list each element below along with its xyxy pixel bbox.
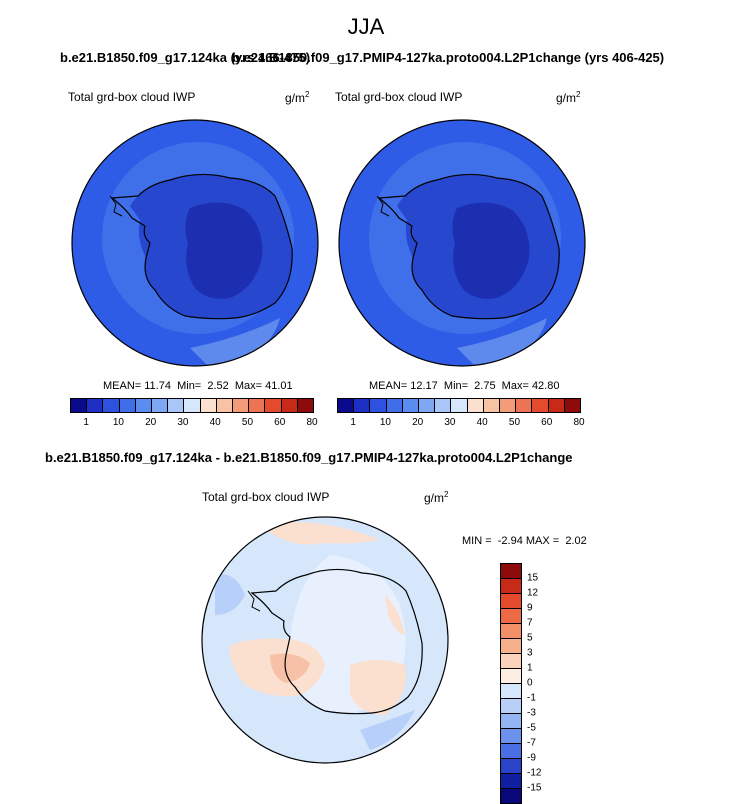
diff-colorbar-tick-label: 7	[527, 617, 533, 629]
colorbar-swatch	[402, 399, 420, 412]
colorbar-tick-label: 1	[83, 417, 89, 428]
top-title-left: b.e21.B1850.f09_g17.124ka (yrs 466-475)	[60, 50, 311, 65]
colorbar-swatch	[249, 399, 266, 412]
panel2-stats: MEAN= 12.17 Min= 2.75 Max= 42.80	[369, 380, 560, 392]
colorbar-swatch	[233, 399, 250, 412]
colorbar-swatch	[297, 399, 314, 412]
colorbar-swatch	[103, 399, 120, 412]
colorbar-swatch	[87, 399, 104, 412]
colorbar-swatch	[354, 399, 371, 412]
diff-map	[201, 516, 449, 764]
panel2-colorbar-labels: 1 10 20 30 40 50 60 80	[337, 417, 584, 431]
panel2-colorbar	[337, 398, 581, 413]
colorbar-swatch	[168, 399, 185, 412]
diff-colorbar-tick-label: 3	[527, 647, 533, 659]
colorbar-swatch	[119, 399, 136, 412]
colorbar-tick-label: 1	[350, 417, 356, 428]
diff-colorbar-tick-label: -5	[527, 722, 536, 734]
diff-colorbar-swatch	[501, 654, 521, 669]
colorbar-swatch	[516, 399, 533, 412]
panel1-colorbar	[70, 398, 314, 413]
colorbar-swatch	[338, 399, 355, 412]
diff-colorbar-labels: 15 12 9 7 5 3 1 0 -1 -3 -5 -7 -9 -12 -15	[527, 563, 557, 803]
diff-colorbar-swatch	[501, 609, 521, 624]
diff-colorbar-tick-label: -15	[527, 782, 542, 794]
diff-colorbar-swatch	[501, 669, 521, 684]
diff-colorbar-tick-label: 0	[527, 677, 533, 689]
diff-colorbar-swatch	[501, 579, 521, 594]
colorbar-swatch	[532, 399, 549, 412]
colorbar-swatch	[281, 399, 298, 412]
diff-colorbar-swatch	[501, 684, 521, 699]
diff-colorbar-swatch	[501, 594, 521, 609]
colorbar-swatch	[548, 399, 565, 412]
diff-colorbar-tick-label: 15	[527, 572, 539, 584]
colorbar-swatch	[386, 399, 403, 412]
panel2-units: g/m2	[556, 90, 581, 105]
panel1-label: Total grd-box cloud IWP	[68, 90, 196, 104]
colorbar-tick-label: 40	[209, 417, 221, 428]
diff-colorbar-swatch	[501, 774, 521, 789]
colorbar-tick-label: 60	[274, 417, 286, 428]
colorbar-tick-label: 10	[112, 417, 124, 428]
diff-colorbar-swatch	[501, 789, 521, 803]
colorbar-tick-label: 10	[379, 417, 391, 428]
panel2-map	[338, 119, 586, 367]
diff-title: b.e21.B1850.f09_g17.124ka - b.e21.B1850.…	[45, 450, 573, 465]
colorbar-swatch	[216, 399, 234, 412]
panel1-units: g/m2	[285, 90, 310, 105]
figure-title: JJA	[347, 14, 385, 39]
panel1-colorbar-labels: 1 10 20 30 40 50 60 80	[70, 417, 317, 431]
diff-colorbar-swatch	[501, 639, 521, 654]
colorbar-swatch	[184, 399, 201, 412]
diff-colorbar-swatch	[501, 714, 521, 729]
colorbar-tick-label: 50	[508, 417, 521, 428]
diff-colorbar-tick-label: 12	[527, 587, 539, 599]
colorbar-swatch	[483, 399, 501, 412]
colorbar-swatch	[370, 399, 387, 412]
colorbar-swatch	[265, 399, 282, 412]
colorbar-tick-label: 40	[476, 417, 488, 428]
diff-colorbar	[500, 563, 522, 804]
colorbar-tick-label: 20	[412, 417, 424, 428]
diff-colorbar-swatch	[501, 744, 521, 759]
panel2-label: Total grd-box cloud IWP	[335, 90, 463, 104]
diff-units: g/m2	[424, 490, 449, 505]
colorbar-tick-label: 80	[306, 417, 318, 428]
panel1-map	[71, 119, 319, 367]
colorbar-tick-label: 30	[444, 417, 456, 428]
diff-colorbar-swatch	[501, 729, 521, 744]
diff-label: Total grd-box cloud IWP	[202, 490, 330, 504]
panel1-stats: MEAN= 11.74 Min= 2.52 Max= 41.01	[103, 380, 293, 392]
diff-colorbar-tick-label: 1	[527, 662, 533, 674]
diff-colorbar-swatch	[501, 699, 521, 714]
colorbar-tick-label: 30	[177, 417, 189, 428]
colorbar-swatch	[200, 399, 217, 412]
colorbar-tick-label: 60	[541, 417, 553, 428]
colorbar-swatch	[467, 399, 484, 412]
colorbar-tick-label: 50	[241, 417, 254, 428]
diff-colorbar-tick-label: -12	[527, 767, 542, 779]
diff-colorbar-tick-label: -7	[527, 737, 536, 749]
diff-colorbar-swatch	[501, 624, 521, 639]
diff-stats: MIN = -2.94 MAX = 2.02	[462, 535, 587, 547]
diff-colorbar-tick-label: -9	[527, 752, 536, 764]
colorbar-swatch	[435, 399, 452, 412]
diff-colorbar-tick-label: -1	[527, 692, 536, 704]
colorbar-swatch	[564, 399, 581, 412]
colorbar-tick-label: 20	[145, 417, 157, 428]
colorbar-swatch	[152, 399, 169, 412]
colorbar-swatch	[135, 399, 153, 412]
colorbar-tick-label: 80	[573, 417, 585, 428]
colorbar-swatch	[71, 399, 88, 412]
colorbar-swatch	[451, 399, 468, 412]
colorbar-swatch	[500, 399, 517, 412]
diff-colorbar-tick-label: -3	[527, 707, 536, 719]
diff-colorbar-tick-label: 9	[527, 602, 533, 614]
colorbar-swatch	[419, 399, 436, 412]
top-title-right: b.e21.B1850.f09_g17.PMIP4-127ka.proto004…	[232, 50, 665, 65]
diff-colorbar-tick-label: 5	[527, 632, 533, 644]
diff-colorbar-swatch	[501, 564, 521, 579]
